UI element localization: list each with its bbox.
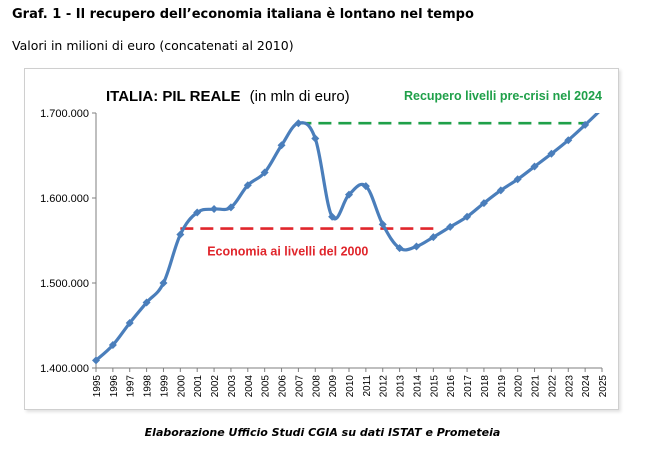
figure-heading: Graf. 1 - Il recupero dell’economia ital… xyxy=(12,7,474,22)
data-point xyxy=(210,205,219,214)
x-tick-label: 2011 xyxy=(362,375,373,397)
data-point xyxy=(159,279,168,287)
data-point xyxy=(581,120,590,129)
x-tick-label: 2021 xyxy=(531,375,542,398)
data-point xyxy=(530,162,539,171)
data-point xyxy=(176,230,185,239)
x-tick-label: 2013 xyxy=(396,375,407,398)
x-tick-label: 2016 xyxy=(446,375,457,398)
data-point xyxy=(463,212,472,221)
y-tick-label: 1.700.000 xyxy=(40,108,89,120)
chart-title-main: ITALIA: PIL REALE xyxy=(106,88,240,105)
data-point xyxy=(125,318,134,327)
x-tick-label: 2007 xyxy=(294,375,305,398)
series-gdp-line xyxy=(94,113,600,362)
chart-frame xyxy=(24,68,619,410)
data-point xyxy=(412,242,421,251)
x-tick-label: 1995 xyxy=(92,375,103,398)
figure-subheading: Valori in milioni di euro (concatenati a… xyxy=(12,38,294,53)
data-point xyxy=(378,220,387,229)
data-point xyxy=(108,341,117,350)
data-point xyxy=(311,134,320,143)
x-tick-label: 2005 xyxy=(261,375,272,398)
data-point xyxy=(513,175,522,184)
x-tick-label: 2000 xyxy=(176,375,187,398)
data-point xyxy=(193,208,202,217)
x-tick-label: 2024 xyxy=(581,375,592,398)
x-tick-label: 2025 xyxy=(598,375,609,398)
data-point xyxy=(142,298,151,307)
x-tick-label: 2023 xyxy=(564,375,575,398)
series-gdp-clipped xyxy=(92,105,606,365)
x-tick-label: 2022 xyxy=(547,375,558,398)
x-tick-label: 1996 xyxy=(109,375,120,398)
data-point xyxy=(328,212,337,221)
source-note: Elaborazione Ufficio Studi CGIA su dati … xyxy=(144,426,501,439)
x-tick-label: 2015 xyxy=(429,375,440,398)
x-tick-label: 2003 xyxy=(227,375,238,398)
x-tick-label: 2004 xyxy=(244,375,255,398)
y-tick-label: 1.600.000 xyxy=(40,193,89,205)
x-tick-label: 2012 xyxy=(379,375,390,398)
data-point xyxy=(260,168,269,177)
annotation-precrisis: Recupero livelli pre-crisi nel 2024 xyxy=(404,89,602,103)
chart-title: ITALIA: PIL REALE (in mln di euro) xyxy=(106,88,350,105)
data-point xyxy=(277,141,286,150)
data-point xyxy=(446,222,455,231)
x-tick-label: 2019 xyxy=(497,375,508,398)
chart-title-unit: (in mln di euro) xyxy=(250,88,350,105)
data-point xyxy=(226,203,235,212)
data-point xyxy=(598,105,606,113)
x-tick-label: 2008 xyxy=(311,375,322,398)
data-point xyxy=(479,199,488,208)
data-point xyxy=(547,149,556,158)
gdp-line-chart: ITALIA: PIL REALE (in mln di euro) 1.400… xyxy=(40,88,609,397)
data-point xyxy=(395,244,404,253)
data-point xyxy=(243,181,252,190)
annotation-2000: Economia ai livelli del 2000 xyxy=(207,245,368,259)
x-tick-label: 1997 xyxy=(126,375,137,398)
series-gdp xyxy=(92,105,606,365)
x-tick-label: 2009 xyxy=(328,375,339,398)
axes: 1.400.000 1.500.000 1.600.000 1.700.000 1995… xyxy=(40,108,609,397)
x-tick-label: 2017 xyxy=(463,375,474,398)
x-tick-label: 2006 xyxy=(278,375,289,398)
x-tick-label: 1999 xyxy=(159,375,170,398)
data-point xyxy=(345,190,353,199)
x-tick-label: 2010 xyxy=(345,375,356,398)
x-tick-label: 2001 xyxy=(193,375,204,398)
x-tick-label: 2014 xyxy=(412,375,423,398)
x-tick-label: 1998 xyxy=(143,375,154,398)
data-point xyxy=(496,186,505,195)
y-tick-label: 1.500.000 xyxy=(40,278,89,290)
x-tick-label: 2018 xyxy=(480,375,491,398)
y-tick-label: 1.400.000 xyxy=(40,363,89,375)
annotations: Recupero livelli pre-crisi nel 2024 Econo… xyxy=(207,89,602,259)
data-point xyxy=(92,356,100,365)
reference-lines xyxy=(180,121,586,230)
data-point xyxy=(564,136,573,145)
data-point xyxy=(361,182,370,191)
data-point xyxy=(429,233,438,242)
x-tick-label: 2002 xyxy=(210,375,221,398)
data-point xyxy=(294,119,303,128)
x-tick-label: 2020 xyxy=(514,375,525,398)
